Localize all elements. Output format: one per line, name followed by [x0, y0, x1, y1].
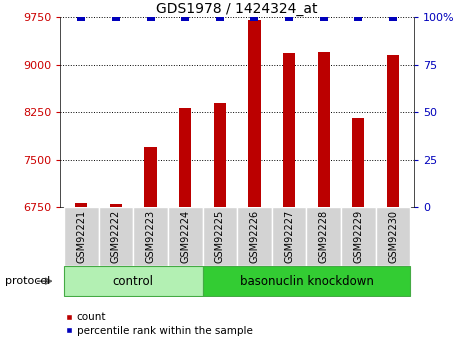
Bar	[318, 52, 330, 207]
Bar	[214, 103, 226, 207]
Bar	[179, 108, 191, 207]
Bar	[202, 207, 237, 266]
Text: control: control	[113, 275, 154, 288]
Text: GSM92228: GSM92228	[319, 210, 329, 263]
Bar	[272, 207, 306, 266]
Text: GSM92226: GSM92226	[250, 210, 259, 263]
Text: protocol: protocol	[5, 276, 50, 286]
Bar	[237, 207, 272, 266]
Text: GSM92224: GSM92224	[180, 210, 190, 263]
Bar	[387, 55, 399, 207]
Text: GSM92223: GSM92223	[146, 210, 155, 263]
Text: GSM92221: GSM92221	[76, 210, 86, 263]
Text: GSM92225: GSM92225	[215, 210, 225, 263]
Bar	[75, 203, 87, 207]
Bar	[133, 207, 168, 266]
Text: GSM92230: GSM92230	[388, 210, 398, 263]
Bar	[306, 207, 341, 266]
Bar	[376, 207, 411, 266]
Point	[112, 14, 120, 20]
Title: GDS1978 / 1424324_at: GDS1978 / 1424324_at	[156, 2, 318, 16]
Bar	[248, 20, 260, 207]
Point	[389, 14, 397, 20]
Bar	[168, 207, 202, 266]
Legend: count, percentile rank within the sample: count, percentile rank within the sample	[61, 308, 257, 340]
Bar	[64, 266, 202, 296]
Bar	[145, 147, 157, 207]
Text: basonuclin knockdown: basonuclin knockdown	[239, 275, 373, 288]
Bar	[341, 207, 376, 266]
Bar	[202, 266, 411, 296]
Bar	[110, 205, 122, 207]
Text: GSM92227: GSM92227	[284, 210, 294, 263]
Point	[181, 14, 189, 20]
Bar	[283, 53, 295, 207]
Bar	[64, 207, 99, 266]
Point	[320, 14, 327, 20]
Point	[147, 14, 154, 20]
Point	[251, 14, 258, 20]
Bar	[352, 118, 365, 207]
Text: GSM92222: GSM92222	[111, 210, 121, 263]
Point	[355, 14, 362, 20]
Point	[216, 14, 224, 20]
Point	[78, 14, 85, 20]
Text: GSM92229: GSM92229	[353, 210, 364, 263]
Point	[286, 14, 293, 20]
Bar	[99, 207, 133, 266]
